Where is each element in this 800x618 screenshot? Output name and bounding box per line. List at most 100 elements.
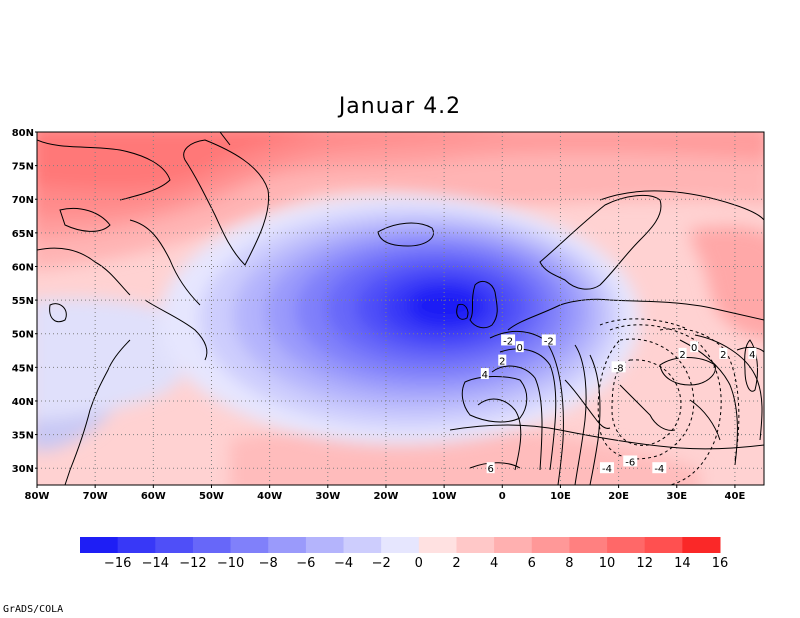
longitude-label: 60W (141, 491, 166, 502)
latitude-label: 45N (12, 363, 34, 374)
colorbar-label: −2 (372, 556, 391, 571)
map-title: Januar 4.2 (338, 94, 462, 119)
contour-label-text: 0 (691, 343, 697, 354)
contour-label-bg (480, 368, 489, 380)
latitude-label: 75N (12, 162, 34, 173)
contour-label: 2 (678, 347, 687, 361)
colorbar-swatch (682, 537, 721, 553)
longitude-label: 10E (550, 491, 571, 502)
colorbar-label: 8 (565, 556, 573, 571)
colorbar-label: 0 (415, 556, 423, 571)
contour-label: -6 (623, 455, 638, 468)
longitude-label: 30W (315, 491, 340, 502)
longitude-label: 80W (25, 491, 50, 502)
colorbar-swatch (494, 537, 533, 553)
colorbar-swatch (305, 537, 345, 553)
longitude-label: 20E (608, 491, 629, 502)
graticule (37, 132, 764, 485)
contour-label-text: 2 (720, 350, 726, 361)
colorbar-swatch (644, 537, 683, 553)
contour-label-bg (486, 462, 495, 474)
contour-label-text: 0 (517, 343, 523, 354)
contour-label: -2 (541, 334, 556, 347)
colorbar-swatch (531, 537, 570, 553)
colorbar-label: 16 (712, 556, 729, 571)
colorbar-label: 12 (636, 556, 653, 571)
colorbar-label: 10 (599, 556, 616, 571)
longitude-label: 0 (499, 491, 506, 502)
contour-label-text: -4 (654, 464, 664, 475)
contour-label-bg (498, 354, 507, 366)
colorbar-swatch (381, 537, 420, 553)
longitude-label: 10W (432, 491, 457, 502)
latitude-labels: 80N 75N 70N 65N 60N 55N 50N 45N 40N 35N 30N (12, 128, 37, 475)
colorbar-label: −8 (259, 556, 278, 571)
contour-label-bg (611, 361, 626, 373)
latitude-label: 40N (12, 397, 34, 408)
colorbar-swatch (268, 537, 307, 553)
contour-label-text: -2 (503, 336, 513, 347)
contour-label-bg (515, 341, 524, 353)
colorbar-label: 14 (674, 556, 691, 571)
contour-label: 4 (480, 368, 489, 381)
contour-label: 4 (748, 347, 757, 361)
contour-label: 2 (498, 354, 507, 368)
contour-label: -8 (611, 361, 626, 374)
latitude-label: 55N (12, 296, 34, 307)
contour-label-bg (599, 462, 614, 474)
colorbar-label: 2 (452, 556, 460, 571)
coastlines (37, 132, 764, 485)
longitude-label: 70W (83, 491, 108, 502)
contour-label-bg (501, 334, 516, 346)
colorbar-swatch (155, 537, 194, 553)
longitude-label: 20W (373, 491, 398, 502)
contour-label: -2 (501, 334, 516, 347)
latitude-label: 50N (12, 330, 34, 341)
colorbar-label: −10 (217, 556, 244, 571)
contour-label-bg (541, 334, 556, 346)
colorbar-label: −16 (104, 556, 131, 571)
contour-label-bg (748, 347, 757, 359)
contour-label: -4 (599, 462, 614, 475)
contour-label: 0 (515, 341, 524, 354)
contour-label-bg (719, 347, 728, 359)
latitude-label: 30N (12, 464, 34, 475)
contour-label-text: -8 (614, 363, 624, 374)
colorbar-label: −12 (179, 556, 206, 571)
longitude-label: 50W (199, 491, 224, 502)
colorbar-swatch (569, 537, 608, 553)
contour-label-text: -2 (544, 336, 554, 347)
colorbar-label: 6 (528, 556, 536, 571)
colorbar: −16 −14 −12 −10 −8 −6 −4 −2 0 2 4 6 8 10 12 14 16 (80, 537, 728, 571)
contour-label-bg (623, 455, 638, 467)
contour-label: 6 (486, 462, 495, 475)
colorbar-label: −4 (334, 556, 353, 571)
contour-label-text: 4 (482, 370, 488, 381)
longitude-label: 40E (725, 491, 746, 502)
longitude-labels: 80W 70W 60W 50W 40W 30W 20W 10W 0 10E 20E 30E 40E (25, 485, 746, 502)
colorbar-swatch (456, 537, 495, 553)
contour-label-text: 6 (487, 464, 493, 475)
contour-label: 0 (690, 341, 699, 354)
colorbar-swatch (192, 537, 232, 553)
colorbar-swatch (607, 537, 646, 553)
plot-frame (36, 131, 765, 486)
colorbar-swatch (80, 537, 119, 553)
contour-label: -4 (652, 462, 667, 475)
colorbar-label: −14 (142, 556, 169, 571)
latitude-label: 80N (12, 128, 34, 139)
contour-label-bg (652, 462, 667, 474)
latitude-label: 70N (12, 195, 34, 206)
contour-label: 2 (719, 347, 728, 361)
contour-label-text: -6 (625, 457, 635, 468)
latitude-label: 35N (12, 431, 34, 442)
longitude-label: 40W (257, 491, 282, 502)
contour-label-bg (690, 341, 699, 353)
longitude-label: 30E (666, 491, 687, 502)
colorbar-swatch (418, 537, 457, 553)
contour-lines-negative (597, 318, 740, 485)
colorbar-swatch (230, 537, 269, 553)
shaded-field (37, 132, 764, 485)
